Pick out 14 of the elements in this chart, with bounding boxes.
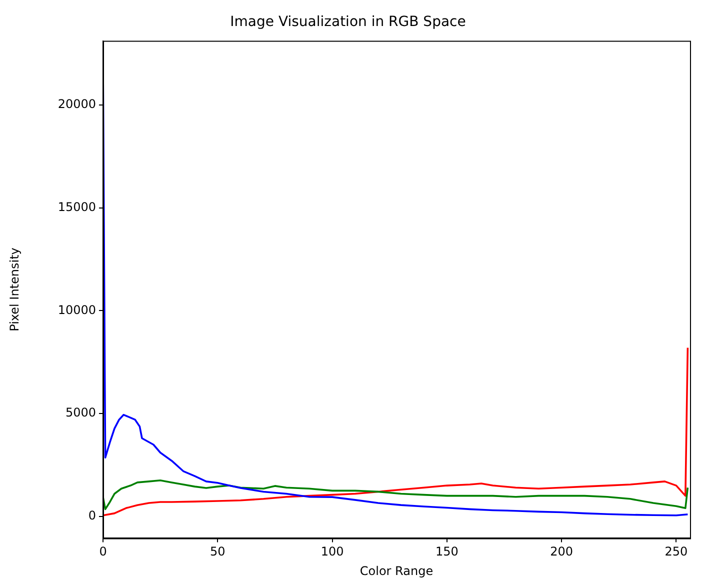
x-tick-label: 50 (210, 544, 226, 559)
x-tick-label: 200 (550, 544, 574, 559)
y-tick-label: 5000 (65, 406, 96, 420)
chart-title: Image Visualization in RGB Space (230, 14, 466, 30)
x-axis-title: Color Range (360, 564, 434, 578)
x-tick-label: 0 (99, 544, 107, 559)
x-tick-label: 150 (435, 544, 458, 559)
y-tick-label: 20000 (58, 97, 96, 112)
y-axis-title: Pixel Intensity (7, 248, 22, 332)
y-tick-label: 0 (88, 508, 96, 523)
y-tick-label: 15000 (58, 200, 96, 214)
y-tick-label: 10000 (58, 302, 96, 317)
x-tick-label: 100 (320, 544, 344, 559)
x-tick-label: 250 (664, 544, 688, 559)
